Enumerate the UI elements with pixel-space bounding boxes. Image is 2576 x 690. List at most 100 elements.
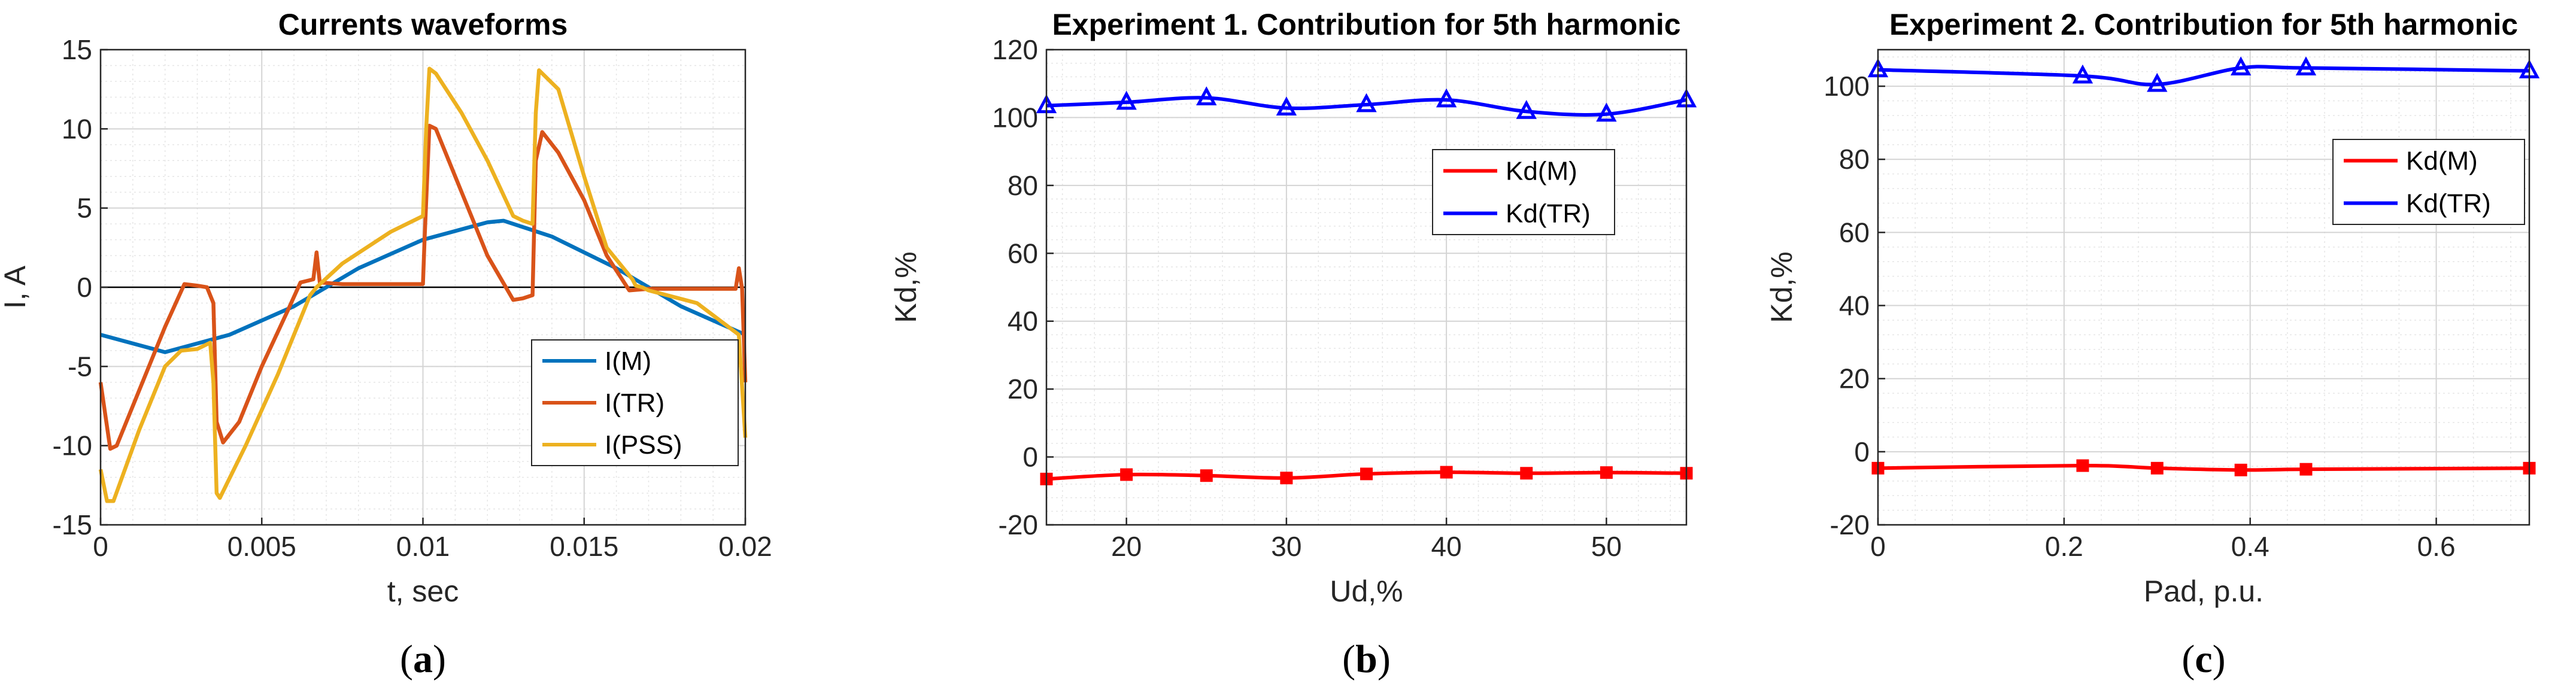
x-tick-label: 0.02 [718, 531, 772, 562]
plot-area [1046, 50, 1686, 525]
y-tick-label: 120 [992, 34, 1038, 65]
y-tick-label: -20 [1830, 509, 1870, 540]
y-tick-label: 20 [1008, 373, 1038, 405]
y-tick-label: -10 [53, 430, 92, 461]
data-point [1596, 102, 1617, 122]
series-I(TR) [98, 123, 748, 451]
y-tick-label: -15 [53, 509, 92, 540]
y-tick-label: 60 [1008, 238, 1038, 269]
data-point [2299, 463, 2313, 476]
y-tick-label: 10 [62, 113, 92, 144]
data-point [2234, 463, 2247, 476]
panel-label-open: ( [2181, 637, 2195, 681]
x-axis-label: Ud,% [1330, 575, 1403, 608]
y-tick-label: 15 [62, 34, 92, 65]
data-point [2230, 56, 2252, 76]
legend-label: I(TR) [605, 388, 665, 418]
x-tick-label: 0.015 [550, 531, 618, 562]
series-line [98, 123, 748, 451]
axes-box [1045, 48, 1688, 526]
data-point [1276, 96, 1297, 116]
y-axis-label: Kd,% [889, 251, 923, 323]
legend-label: I(PSS) [605, 430, 682, 460]
chart-a: 0 0.005 0.01 0.015 0.02 -15 -10 -5 0 5 10 15 Current… [0, 8, 772, 681]
data-point [1516, 99, 1537, 119]
x-tick-label: 0 [1870, 531, 1886, 562]
x-tick-label: 40 [1431, 531, 1462, 562]
x-tick-label: 0.005 [227, 531, 296, 562]
y-tick-label: 0 [1022, 442, 1038, 473]
y-axis-label: Kd,% [1765, 251, 1798, 323]
series-line [1877, 65, 2530, 87]
data-point [2147, 72, 2168, 92]
data-point [1436, 88, 1457, 108]
x-axis-label: t, sec [387, 575, 459, 608]
data-point [2072, 64, 2093, 84]
x-tick-label: 20 [1111, 531, 1142, 562]
data-point [2295, 56, 2317, 76]
series-Kd(M) [1871, 459, 2536, 476]
y-tick-label: 100 [1823, 71, 1870, 102]
plot-area [1878, 50, 2529, 525]
chart-title: Currents waveforms [278, 8, 568, 41]
y-tick-label: 80 [1008, 170, 1038, 201]
series-Kd(M) [1040, 466, 1693, 485]
panel-label: (b) [1342, 637, 1391, 681]
y-axis-label: I, A [0, 265, 32, 309]
chart-title: Experiment 2. Contribution for 5th harmo… [1889, 8, 2518, 41]
y-tick-label: 100 [992, 102, 1038, 133]
series-line [1877, 464, 2530, 472]
legend-label: Kd(TR) [2406, 189, 2491, 218]
x-tick-label: 0.01 [396, 531, 450, 562]
y-tick-label: 0 [77, 272, 92, 303]
panel-label-letter: c [2195, 637, 2212, 681]
panel-label-letter: a [413, 637, 433, 681]
y-tick-label: 40 [1008, 306, 1038, 337]
legend-label: Kd(M) [1506, 157, 1577, 186]
data-point [1360, 467, 1373, 481]
y-tick-label: 40 [1839, 290, 1870, 321]
legend-label: Kd(TR) [1506, 199, 1591, 229]
y-tick-label: 20 [1839, 363, 1870, 394]
data-point [1200, 469, 1213, 482]
legend-label: Kd(M) [2406, 147, 2478, 176]
data-point [1600, 466, 1613, 479]
y-tick-label: 0 [1854, 436, 1870, 467]
panel-label: (c) [2181, 637, 2225, 681]
data-point [2076, 459, 2089, 472]
legend: Kd(M) Kd(TR) [2332, 139, 2525, 225]
data-point [1356, 93, 1377, 113]
data-point [1120, 468, 1133, 481]
panel-label-close: ) [1377, 637, 1391, 681]
data-point [2150, 461, 2164, 475]
panel-label: (a) [400, 637, 446, 681]
axes-box [1877, 48, 2531, 526]
legend-box [2332, 139, 2525, 225]
x-tick-label: 30 [1271, 531, 1301, 562]
panel-label-letter: b [1355, 637, 1377, 681]
x-tick-label: 0.4 [2231, 531, 2269, 562]
data-point [1520, 467, 1533, 480]
chart-b: 20 30 40 50 -20 0 20 40 60 80 100 120 Experiment 1. … [889, 8, 1697, 681]
series-Kd(TR) [1867, 56, 2540, 92]
data-point [1280, 472, 1293, 485]
legend: Kd(M) Kd(TR) [1432, 149, 1615, 235]
legend-label: I(M) [605, 346, 651, 376]
panel-label-close: ) [433, 637, 446, 681]
x-tick-label: 0.2 [2045, 531, 2083, 562]
series-I(PSS) [98, 66, 748, 503]
data-point [1440, 466, 1453, 479]
y-tick-label: -5 [68, 351, 92, 382]
panel-label-close: ) [2213, 637, 2226, 681]
panel-label-open: ( [400, 637, 413, 681]
legend-box [1432, 149, 1615, 235]
series-line [98, 66, 748, 503]
y-tick-label: 5 [77, 193, 92, 224]
x-tick-label: 50 [1591, 531, 1622, 562]
y-tick-label: 60 [1839, 217, 1870, 248]
y-tick-label: 80 [1839, 144, 1870, 175]
x-tick-label: 0 [93, 531, 108, 562]
data-point [1196, 86, 1217, 106]
